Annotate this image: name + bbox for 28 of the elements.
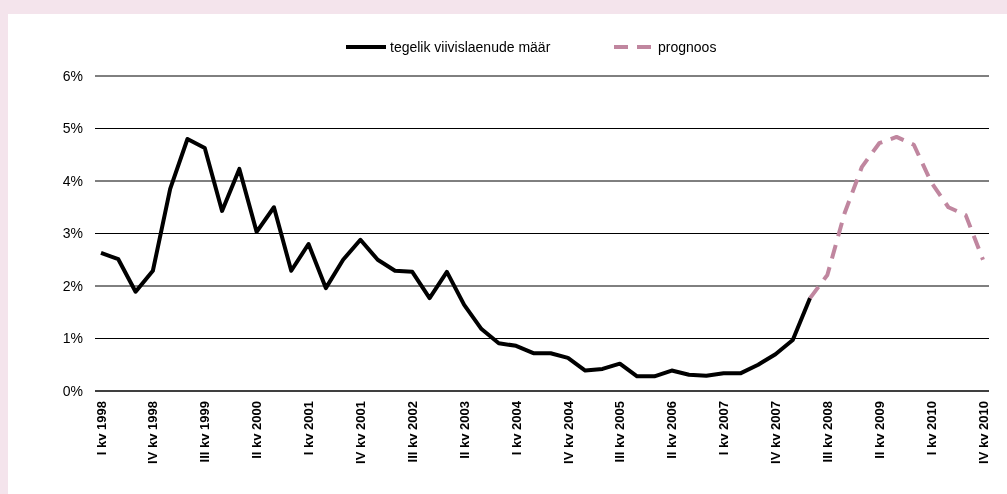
x-tick-label: II kv 2009	[871, 401, 887, 459]
x-tick-label: II kv 2006	[664, 401, 680, 459]
x-tick-label: III kv 1999	[197, 401, 213, 463]
x-tick-label: III kv 2008	[819, 401, 835, 463]
y-tick-label: 5%	[62, 120, 83, 137]
x-tick-label: I kv 2004	[508, 400, 524, 456]
y-tick-label: 3%	[62, 225, 83, 242]
x-tick-label: I kv 2010	[923, 401, 939, 456]
x-tick-label: I kv 2001	[301, 401, 317, 456]
x-tick-label: I kv 1998	[93, 401, 109, 456]
y-tick-label: 0%	[62, 382, 83, 399]
legend-label: prognoos	[658, 38, 717, 55]
y-tick-label: 2%	[62, 277, 83, 294]
line-series	[808, 134, 985, 301]
x-tick-label: IV kv 1998	[145, 401, 161, 464]
legend-label: tegelik viivislaenude määr	[390, 38, 551, 55]
x-tick-label: IV kv 2010	[975, 401, 991, 464]
x-tick-label: III kv 2005	[612, 401, 628, 463]
x-tick-label: IV kv 2001	[352, 401, 368, 464]
y-tick-label: 6%	[62, 67, 83, 84]
x-tick-label: I kv 2007	[716, 401, 732, 456]
x-tick-label: IV kv 2007	[768, 401, 784, 464]
y-tick-label: 4%	[62, 172, 83, 189]
x-tick-label: II kv 2003	[456, 401, 472, 459]
x-tick-label: II kv 2000	[249, 401, 265, 459]
y-tick-label: 1%	[62, 330, 83, 347]
x-tick-label: III kv 2002	[404, 401, 420, 463]
x-tick-label: IV kv 2004	[560, 400, 576, 464]
